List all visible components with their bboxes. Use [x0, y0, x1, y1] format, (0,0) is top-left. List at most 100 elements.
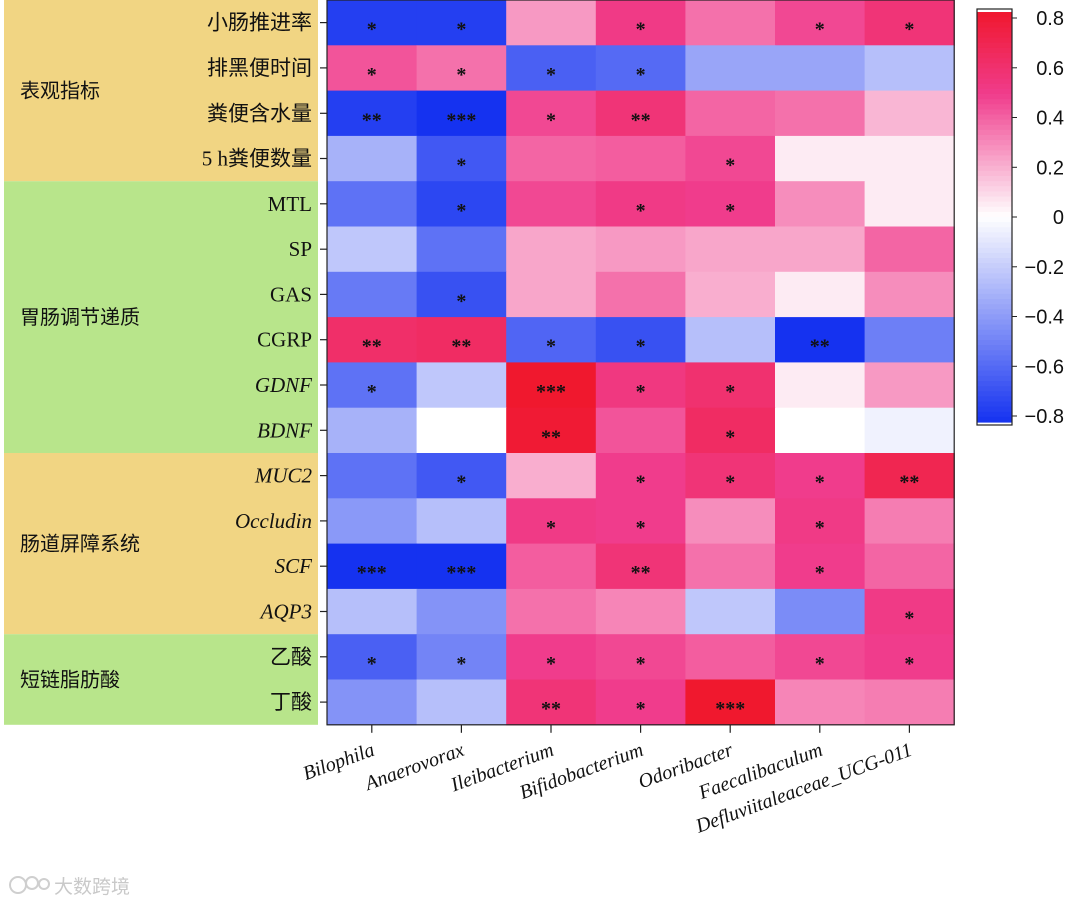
heatmap-cell [327, 90, 418, 137]
colorbar-segment [977, 293, 1012, 300]
colorbar-segment [977, 258, 1012, 264]
significance-mark: * [815, 517, 825, 539]
heatmap-cell [595, 498, 686, 545]
colorbar-segment [977, 350, 1012, 356]
heatmap-cell [864, 498, 955, 545]
colorbar-segment [977, 155, 1012, 162]
row-label: 5 h粪便数量 [202, 147, 312, 171]
heatmap-cell [685, 317, 776, 363]
heatmap-cell [416, 498, 507, 545]
heatmap-cell [595, 0, 686, 46]
heatmap-cell [864, 634, 955, 681]
colorbar-segment [977, 242, 1012, 249]
colorbar-segment [977, 196, 1012, 203]
colorbar-segment [977, 370, 1012, 377]
significance-mark: ** [810, 336, 830, 358]
colorbar-segment [977, 181, 1012, 187]
colorbar-segment [977, 186, 1012, 192]
heatmap-cell [685, 226, 776, 273]
heatmap-cell [595, 588, 686, 635]
colorbar-segment [977, 211, 1012, 218]
significance-mark: * [725, 426, 735, 448]
heatmap-cell [864, 407, 955, 454]
significance-mark: * [546, 64, 556, 86]
row-label: 乙酸 [270, 645, 312, 669]
heatmap-cell [327, 362, 418, 409]
significance-mark: ** [541, 698, 561, 720]
colorbar-segment [977, 99, 1012, 105]
heatmap-cell [416, 588, 507, 635]
colorbar-segment [977, 176, 1012, 182]
heatmap-cell [775, 634, 866, 681]
heatmap-cell [595, 226, 686, 273]
heatmap-cell [506, 90, 597, 137]
heatmap-cell [416, 407, 507, 454]
heatmap-cell [864, 0, 955, 46]
heatmap-cell [775, 226, 866, 273]
heatmap-cell [327, 543, 418, 590]
heatmap-cell [416, 181, 507, 228]
colorbar-segment [977, 217, 1012, 223]
heatmap-cell [685, 45, 776, 92]
significance-marks: * * * * ** * * *** *** * *** ** * **** ** * * *** *** * *** *… [357, 19, 920, 720]
significance-mark: ** [362, 109, 382, 131]
significance-mark: ** [899, 472, 919, 494]
group-band-2 [4, 453, 318, 635]
colorbar-segment [977, 17, 1012, 23]
heatmap-cell [327, 0, 418, 46]
heatmap-cell [416, 45, 507, 92]
significance-mark: * [725, 155, 735, 177]
colorbar-segment [977, 191, 1012, 198]
significance-mark: * [546, 336, 556, 358]
heatmap-cell [864, 453, 955, 499]
colorbar-segment [977, 47, 1012, 54]
significance-mark: * [367, 653, 377, 675]
heatmap-cell [775, 45, 866, 92]
significance-mark: * [636, 19, 646, 41]
heatmap-cell [864, 362, 955, 409]
significance-mark: * [725, 472, 735, 494]
heatmap-cell [327, 634, 418, 681]
heatmap-cell [595, 362, 686, 409]
colorbar-segment [977, 129, 1012, 136]
heatmap-cell [864, 588, 955, 635]
significance-mark: * [546, 517, 556, 539]
colorbar-segment [977, 104, 1012, 110]
colorbar-segment [977, 324, 1012, 331]
heatmap-cell [506, 362, 597, 409]
heatmap-cell [775, 181, 866, 228]
heatmap-cell [685, 588, 776, 635]
heatmap-cell [775, 317, 866, 363]
colorbar-segment [977, 232, 1012, 239]
colorbar-segment [977, 391, 1012, 397]
row-label: MTL [268, 192, 312, 216]
group-band-1 [4, 181, 318, 453]
heatmap-cell [775, 543, 866, 590]
significance-mark: * [636, 200, 646, 222]
heatmap-cell [506, 0, 597, 46]
colorbar-segment [977, 345, 1012, 351]
colorbar-segment [977, 222, 1012, 228]
colorbar-segment [977, 299, 1012, 305]
row-label: 小肠推进率 [207, 11, 312, 35]
heatmap-cell [595, 407, 686, 454]
colorbar-segment [977, 201, 1012, 208]
colorbar-tick-label: −0.2 [1025, 257, 1064, 279]
heatmap-cell [864, 135, 955, 182]
heatmap-cell [416, 226, 507, 273]
colorbar-tick-label: 0.8 [1036, 8, 1064, 30]
row-label: MUC2 [254, 464, 313, 488]
heatmap-cell [775, 135, 866, 182]
colorbar-segment [977, 88, 1012, 95]
group-label-1: 胃肠调节递质 [20, 306, 140, 329]
heatmap-cell [506, 226, 597, 273]
colorbar-tick-label: −0.4 [1025, 307, 1064, 329]
colorbar-segment [977, 375, 1012, 382]
row-label: 粪便含水量 [207, 101, 312, 125]
significance-mark: ** [631, 562, 651, 584]
colorbar-segment [977, 114, 1012, 121]
group-band-3 [4, 634, 318, 725]
heatmap-cells [326, 0, 955, 726]
row-label: Occludin [235, 509, 312, 533]
